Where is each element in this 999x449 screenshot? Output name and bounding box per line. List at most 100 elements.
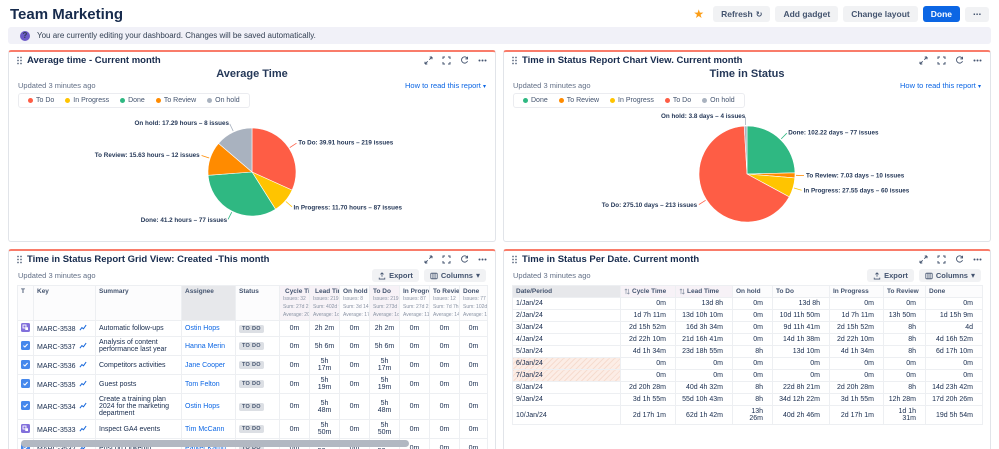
column-summary-line: Sum: 7d 7h 58m — [433, 304, 456, 311]
time-value-cell: 40d 4h 32m — [676, 382, 733, 394]
time-value-cell: 8h — [884, 334, 926, 346]
collapse-icon[interactable] — [424, 255, 433, 264]
legend-item-to-do[interactable]: To Do — [665, 97, 691, 104]
legend-item-to-do[interactable]: To Do — [28, 97, 54, 104]
assignee-link[interactable]: Ostin Hops — [185, 403, 220, 410]
legend-item-done[interactable]: Done — [523, 97, 548, 104]
drag-handle-icon[interactable] — [512, 56, 517, 65]
status-cell: TO DO — [236, 356, 280, 375]
date-cell: 4/Jan/24 — [513, 334, 621, 346]
column-header-t: T — [18, 286, 34, 321]
more-icon[interactable] — [973, 255, 982, 264]
fullscreen-icon[interactable] — [937, 56, 946, 65]
time-value-cell: 0m — [733, 334, 773, 346]
issue-summary: Analysis of content performance last yea… — [96, 337, 182, 356]
legend-label: In Progress — [618, 97, 654, 104]
question-icon: ? — [20, 31, 30, 41]
more-icon[interactable] — [478, 56, 487, 65]
chevron-down-icon: ▾ — [971, 271, 975, 280]
export-button[interactable]: Export — [867, 269, 914, 282]
favorite-star-icon[interactable]: ★ — [693, 8, 704, 20]
change-layout-button[interactable]: Change layout — [843, 6, 918, 22]
time-value-cell: 14d 1h 38m — [773, 334, 830, 346]
more-button[interactable]: ⋯ — [965, 7, 989, 22]
collapse-icon[interactable] — [919, 56, 928, 65]
time-value-cell: 21d 16h 41m — [676, 334, 733, 346]
legend-item-to-review[interactable]: To Review — [559, 97, 599, 104]
subtask-type-icon — [21, 424, 30, 433]
report-trend-icon[interactable] — [79, 402, 87, 409]
assignee-link[interactable]: Tim McCann — [185, 426, 224, 433]
legend-item-on-hold[interactable]: On hold — [702, 97, 735, 104]
table-header-row: Date/PeriodCycle TimeLead TimeOn holdTo … — [513, 286, 983, 298]
legend-item-done[interactable]: Done — [120, 97, 145, 104]
add-gadget-button[interactable]: Add gadget — [775, 6, 838, 22]
refresh-icon[interactable] — [460, 255, 469, 264]
report-trend-icon[interactable] — [79, 380, 87, 387]
legend-item-on-hold[interactable]: On hold — [207, 97, 240, 104]
time-value-cell: 0m — [340, 420, 370, 439]
more-icon[interactable] — [973, 56, 982, 65]
column-summary-line: Average: 17h 17m — [343, 312, 366, 319]
refresh-button[interactable]: Refresh ↻ — [713, 6, 770, 22]
export-button[interactable]: Export — [372, 269, 419, 282]
time-value-cell: 0m — [430, 356, 460, 375]
time-value-cell: 16d 3h 34m — [676, 322, 733, 334]
issue-type-cell — [18, 337, 34, 356]
column-header-lead-time[interactable]: Lead Time — [676, 286, 733, 298]
assignee-link[interactable]: Jane Cooper — [185, 362, 225, 369]
assignee-link[interactable]: Hanna Merin — [185, 343, 225, 350]
assignee-link[interactable]: Ostin Hops — [185, 325, 220, 332]
time-value-cell: 4d 1h 34m — [621, 346, 676, 358]
chevron-down-icon: ▾ — [978, 83, 981, 90]
time-value-cell: 0m — [830, 370, 884, 382]
done-button[interactable]: Done — [923, 6, 960, 22]
date-row: 6/Jan/240m0m0m0m0m0m0m — [513, 358, 983, 370]
column-header-to-do: To DoIssues: 219Sum: 273d 3h 6mAverage: … — [370, 286, 400, 321]
column-header-cycle-time[interactable]: Cycle Time — [621, 286, 676, 298]
how-to-read-link[interactable]: How to read this report ▾ — [900, 81, 981, 90]
collapse-icon[interactable] — [424, 56, 433, 65]
report-trend-icon[interactable] — [79, 361, 87, 368]
refresh-icon[interactable] — [955, 255, 964, 264]
columns-button[interactable]: Columns ▾ — [424, 269, 486, 282]
legend-item-to-review[interactable]: To Review — [156, 97, 196, 104]
fullscreen-icon[interactable] — [442, 56, 451, 65]
fullscreen-icon[interactable] — [442, 255, 451, 264]
issue-key: MARC-3536 — [37, 363, 76, 370]
pie-label: In Progress: 11.70 hours – 87 issues — [294, 204, 403, 211]
report-trend-icon[interactable] — [79, 324, 87, 331]
legend-label: Done — [128, 97, 145, 104]
time-value-cell: 4d 16h 52m — [926, 334, 983, 346]
sort-icon[interactable] — [624, 288, 630, 295]
how-to-read-link[interactable]: How to read this report ▾ — [405, 81, 486, 90]
refresh-icon[interactable] — [460, 56, 469, 65]
time-value-cell: 0m — [830, 358, 884, 370]
time-value-cell: 0m — [430, 420, 460, 439]
more-icon[interactable] — [478, 255, 487, 264]
sort-icon[interactable] — [679, 288, 685, 295]
report-trend-icon[interactable] — [79, 425, 87, 432]
assignee-cell: Ostin Hops — [182, 394, 236, 420]
time-value-cell: 0m — [773, 358, 830, 370]
refresh-icon[interactable] — [955, 56, 964, 65]
time-value-cell: 5h 17m — [310, 356, 340, 375]
legend-item-in-progress[interactable]: In Progress — [65, 97, 109, 104]
report-trend-icon[interactable] — [79, 342, 87, 349]
time-value-cell: 2d 17h 1m — [830, 406, 884, 425]
drag-handle-icon[interactable] — [17, 56, 22, 65]
column-header-cycle-time[interactable]: Cycle TimeIssues: 32Sum: 27d 21h 4mAvera… — [280, 286, 310, 321]
legend-item-in-progress[interactable]: In Progress — [610, 97, 654, 104]
assignee-link[interactable]: Tom Felton — [185, 381, 220, 388]
collapse-icon[interactable] — [919, 255, 928, 264]
date-cell: 2/Jan/24 — [513, 310, 621, 322]
column-header-lead-time[interactable]: Lead TimeIssues: 219Sum: 402d 9h 27mAver… — [310, 286, 340, 321]
assignee-cell: Jane Cooper — [182, 356, 236, 375]
horizontal-scrollbar[interactable] — [21, 440, 409, 447]
time-value-cell: 0m — [621, 370, 676, 382]
drag-handle-icon[interactable] — [512, 255, 517, 264]
column-label: Done — [929, 288, 945, 295]
columns-button[interactable]: Columns ▾ — [919, 269, 981, 282]
fullscreen-icon[interactable] — [937, 255, 946, 264]
drag-handle-icon[interactable] — [17, 255, 22, 264]
